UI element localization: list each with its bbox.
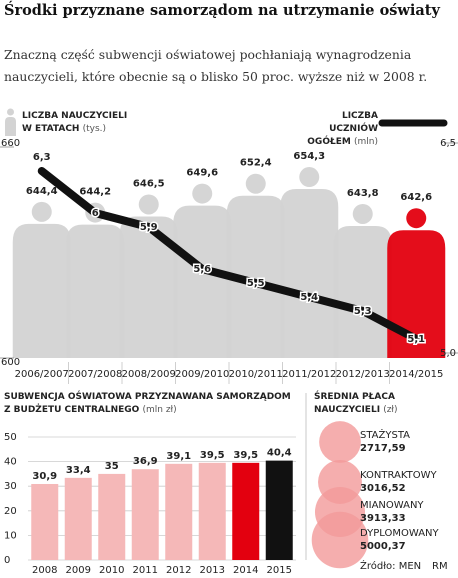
value-label: 644,2 (79, 187, 111, 198)
x-tick-label: 2015 (267, 565, 292, 576)
subtitle: Znaczną część subwencji oświatowej pochł… (4, 47, 428, 84)
value-label: 30,9 (32, 471, 57, 482)
teacher-icon (66, 202, 125, 358)
legend-students: LICZBA UCZNIÓW OGÓŁEM (mln) (296, 110, 378, 149)
category-label: KONTRAKTOWY (360, 470, 438, 481)
bubble (311, 511, 369, 569)
value-label: 35 (105, 461, 119, 472)
value-label: 33,4 (66, 465, 91, 476)
x-tick-label: 2008/2009 (122, 369, 176, 380)
value-label: 39,5 (200, 450, 225, 461)
source: Źródło: MEN (360, 559, 421, 572)
y-tick-label: 50 (4, 432, 17, 443)
x-tick-label: 2006/2007 (15, 369, 69, 380)
chart-unit: (zł) (383, 405, 398, 415)
y-tick-label: 10 (4, 530, 17, 541)
x-tick-label: 2013 (200, 565, 225, 576)
value-label: 646,5 (133, 178, 165, 189)
value-label: 644,4 (26, 186, 58, 197)
y-tick-label: 660 (1, 138, 20, 149)
y-tick-label: 20 (4, 506, 17, 517)
value-label: 3016,52 (360, 483, 406, 494)
x-tick-label: 2011/2012 (282, 369, 336, 380)
y-tick-label: 40 (4, 457, 17, 468)
teacher-icon (333, 203, 392, 358)
value-label: 652,4 (240, 158, 272, 169)
bar (232, 462, 260, 560)
bar-title: SUBWENCJA OŚWIATOWA PRZYZNAWANA SAMORZĄD… (4, 391, 294, 417)
value-label: 643,8 (347, 188, 379, 199)
x-tick-label: 2010/2011 (229, 369, 283, 380)
x-tick-label: 2014 (233, 565, 258, 576)
chart-unit: (mln zł) (142, 405, 177, 415)
value-label: 5,6 (193, 264, 211, 275)
category-label: DYPLOMOWANY (360, 528, 440, 539)
x-tick-label: 2011 (133, 565, 158, 576)
y-tick-label: 0 (4, 555, 10, 566)
value-label: 6,3 (33, 152, 51, 163)
bar (98, 473, 126, 560)
x-tick-label: 2007/2008 (68, 369, 122, 380)
value-label: 5,3 (354, 306, 372, 317)
x-tick-label: 2009 (66, 565, 91, 576)
value-label: 3913,33 (360, 513, 406, 524)
bar (265, 460, 293, 560)
legend-label: LICZBA NAUCZYCIELI W ETATACH (22, 111, 128, 134)
x-tick-label: 2012 (166, 565, 191, 576)
teacher-icon (226, 173, 285, 358)
x-tick-label: 2009/2010 (175, 369, 229, 380)
value-label: 36,9 (133, 456, 158, 467)
teacher-icon (387, 208, 446, 358)
value-label: 40,4 (267, 448, 292, 459)
x-tick-label: 2008 (32, 565, 57, 576)
legend-unit: (mln) (354, 137, 378, 147)
y-tick-label: 600 (1, 357, 20, 368)
value-label: 5,9 (140, 222, 158, 233)
bubble-title: ŚREDNIA PŁACA NAUCZYCIELI (zł) (314, 391, 444, 417)
bubble (319, 421, 361, 463)
value-label: 649,6 (186, 168, 218, 179)
bar (198, 462, 226, 560)
y2-tick-label: 6,5 (440, 138, 456, 149)
category-label: MIANOWANY (360, 500, 424, 511)
students-line (37, 167, 421, 343)
value-label: 5,1 (407, 334, 425, 345)
value-label: 39,1 (166, 451, 191, 462)
x-tick-label: 2012/2013 (336, 369, 390, 380)
legend-icon (5, 108, 16, 136)
credit: RM (432, 561, 448, 572)
legend-teachers: LICZBA NAUCZYCIELI W ETATACH (tys.) (22, 110, 140, 136)
bar (165, 463, 193, 560)
x-tick-label: 2014/2015 (389, 369, 443, 380)
value-label: 2717,59 (360, 443, 406, 454)
legend-unit: (tys.) (82, 124, 107, 134)
value-label: 654,3 (293, 151, 325, 162)
teacher-icon (12, 201, 71, 358)
bar (31, 483, 59, 560)
value-label: 5,5 (247, 278, 265, 289)
title: Środki przyznane samorządom na utrzymani… (4, 2, 440, 19)
value-label: 5000,37 (360, 541, 406, 552)
chart-title: SUBWENCJA OŚWIATOWA PRZYZNAWANA SAMORZĄD… (4, 392, 291, 415)
x-tick-label: 2010 (99, 565, 124, 576)
value-label: 642,6 (400, 192, 432, 203)
y-tick-label: 30 (4, 481, 17, 492)
value-label: 5,4 (300, 292, 318, 303)
teacher-icon (280, 167, 339, 358)
category-label: STAŻYSTA (360, 428, 410, 441)
value-label: 39,5 (233, 450, 258, 461)
bar (64, 477, 92, 560)
value-label: 6 (92, 208, 99, 219)
chart-title: ŚREDNIA PŁACA NAUCZYCIELI (314, 392, 395, 415)
y2-tick-label: 5,0 (440, 348, 456, 359)
legend-label: LICZBA UCZNIÓW OGÓŁEM (307, 111, 378, 147)
bar (131, 469, 159, 560)
